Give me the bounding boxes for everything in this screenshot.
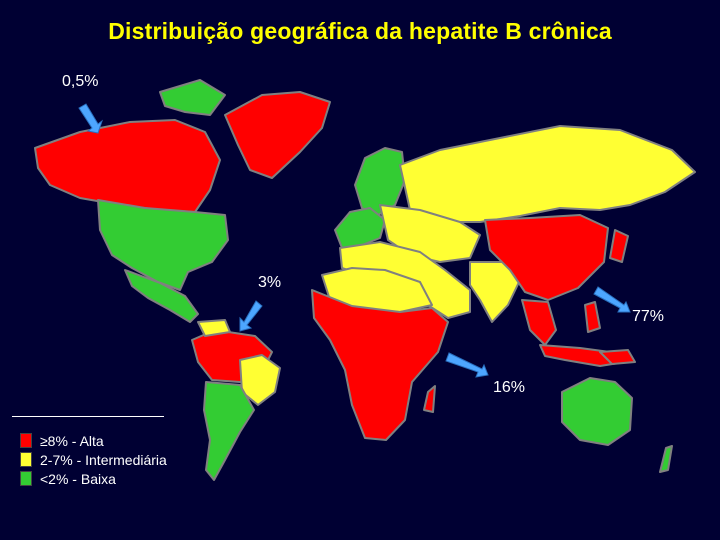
region-papua: [599, 349, 636, 365]
region-caribbean-yellow: [197, 319, 231, 337]
legend-item-intermediate: 2-7% - Intermediária: [20, 451, 167, 468]
annotation-asia: 77%: [632, 308, 665, 325]
legend-item-low: <2% - Baixa: [20, 470, 167, 487]
region-arctic-islands: [159, 79, 226, 116]
annotation-africa: 16%: [493, 379, 526, 396]
region-northern-canada: [34, 119, 221, 213]
region-southern-cone: [203, 381, 255, 481]
annotation-south-america: 3%: [258, 274, 282, 291]
region-australia: [561, 377, 633, 446]
map-title: Distribuição geográfica da hepatite B cr…: [108, 18, 612, 44]
region-russia: [399, 125, 696, 223]
region-central-america: [124, 269, 199, 323]
arrow-sa: [239, 300, 263, 332]
region-china: [484, 214, 609, 301]
region-philippines: [584, 301, 601, 333]
region-madagascar: [423, 385, 436, 413]
annotation-north-america: 0,5%: [62, 73, 99, 90]
region-sub-saharan-africa: [311, 289, 449, 441]
legend: ≥8% - Alta 2-7% - Intermediária <2% - Ba…: [20, 432, 167, 489]
legend-label-low: <2% - Baixa: [40, 470, 116, 487]
region-greenland: [224, 91, 331, 179]
region-southeast-asia: [521, 299, 557, 346]
legend-item-high: ≥8% - Alta: [20, 432, 167, 449]
legend-label-intermediate: 2-7% - Intermediária: [40, 451, 167, 468]
legend-swatch-low: [20, 471, 32, 486]
legend-label-high: ≥8% - Alta: [40, 432, 104, 449]
region-usa: [97, 199, 229, 291]
legend-swatch-high: [20, 433, 32, 448]
arrow-asia: [593, 286, 631, 313]
arrow-africa: [445, 352, 489, 378]
region-japan: [609, 229, 629, 263]
legend-swatch-intermediate: [20, 452, 32, 467]
arrow-na: [78, 103, 103, 134]
legend-divider: [12, 416, 164, 417]
region-new-zealand: [659, 445, 673, 473]
